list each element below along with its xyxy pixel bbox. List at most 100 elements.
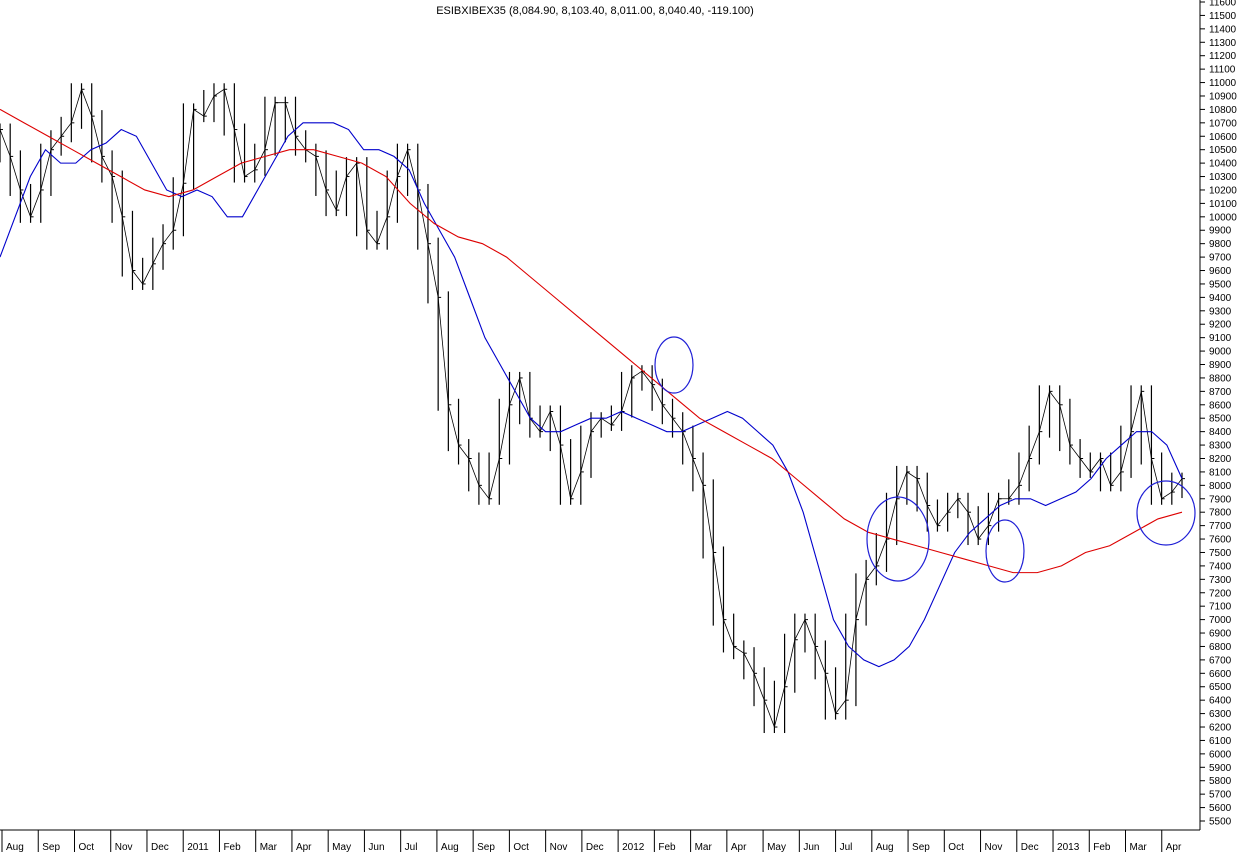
y-tick-label: 7100 <box>1209 602 1232 613</box>
series-layer <box>0 88 1183 729</box>
y-tick-label: 11600 <box>1209 0 1237 9</box>
y-tick-label: 7000 <box>1209 615 1232 626</box>
x-tick-label: Aug <box>441 842 459 853</box>
y-tick-label: 6500 <box>1209 682 1232 693</box>
y-tick-label: 11000 <box>1209 78 1237 89</box>
y-tick-label: 10200 <box>1209 185 1237 196</box>
series-line-price <box>0 88 1183 729</box>
x-tick-label: Oct <box>513 842 529 853</box>
y-tick-label: 11500 <box>1209 11 1237 22</box>
y-tick-label: 8700 <box>1209 387 1232 398</box>
x-tick-label: Jul <box>405 842 418 853</box>
x-tick-label: Mar <box>260 842 278 853</box>
y-tick-label: 10900 <box>1209 91 1237 102</box>
y-tick-label: 11300 <box>1209 38 1237 49</box>
y-tick-label: 10100 <box>1209 199 1237 210</box>
annotation-circle <box>985 519 1025 583</box>
y-tick-label: 8300 <box>1209 441 1232 452</box>
y-tick-label: 9900 <box>1209 226 1232 237</box>
y-tick-label: 6300 <box>1209 709 1232 720</box>
x-tick-label: Feb <box>1093 842 1111 853</box>
annotations <box>654 336 1196 583</box>
y-tick-label: 6100 <box>1209 736 1232 747</box>
x-tick-label: Feb <box>658 842 676 853</box>
y-tick-label: 5800 <box>1209 776 1232 787</box>
y-tick-label: 5600 <box>1209 803 1232 814</box>
y-tick-label: 8400 <box>1209 427 1232 438</box>
y-tick-label: 10500 <box>1209 145 1237 156</box>
y-tick-label: 6700 <box>1209 655 1232 666</box>
y-tick-label: 5900 <box>1209 763 1232 774</box>
y-tick-label: 8000 <box>1209 481 1232 492</box>
y-tick-label: 9400 <box>1209 293 1232 304</box>
annotation-circle <box>654 336 694 394</box>
x-tick-label: Dec <box>151 842 169 853</box>
x-tick-label: Apr <box>1166 842 1182 853</box>
y-tick-label: 7700 <box>1209 521 1232 532</box>
y-tick-label: 11100 <box>1209 65 1236 76</box>
y-tick-label: 7200 <box>1209 588 1232 599</box>
y-tick-label: 5700 <box>1209 790 1232 801</box>
y-tick-label: 9800 <box>1209 239 1232 250</box>
x-tick-label: Jul <box>840 842 853 853</box>
annotation-circle <box>1136 480 1196 546</box>
x-tick-label: Nov <box>115 842 133 853</box>
y-tick-label: 8900 <box>1209 360 1232 371</box>
x-axis: Aug Sep Oct Nov Dec 2011 Feb Mar Apr May Jun Jul Aug… <box>0 829 1200 853</box>
y-tick-label: 7400 <box>1209 561 1232 572</box>
x-tick-label: Dec <box>586 842 604 853</box>
x-tick-label: 2011 <box>187 842 209 853</box>
price-bars <box>0 83 1185 734</box>
y-tick-label: 11400 <box>1209 24 1237 35</box>
series-line-red <box>0 108 1183 574</box>
y-tick-label: 9700 <box>1209 253 1232 264</box>
y-tick-label: 7900 <box>1209 494 1232 505</box>
y-tick-label: 6000 <box>1209 749 1232 760</box>
x-tick-label: Sep <box>477 842 495 853</box>
y-tick-label: 6900 <box>1209 629 1232 640</box>
x-tick-label: Aug <box>6 842 24 853</box>
x-tick-label: May <box>332 842 351 853</box>
y-tick-label: 10700 <box>1209 118 1237 129</box>
y-tick-label: 6800 <box>1209 642 1232 653</box>
x-tick-label: Mar <box>1130 842 1148 853</box>
y-tick-label: 6200 <box>1209 723 1232 734</box>
y-tick-label: 7500 <box>1209 548 1232 559</box>
y-tick-label: 9300 <box>1209 306 1232 317</box>
series-line-blue <box>0 122 1183 668</box>
x-tick-label: Jun <box>368 842 384 853</box>
y-tick-label: 5500 <box>1209 817 1232 828</box>
y-tick-label: 9500 <box>1209 279 1232 290</box>
x-tick-label: Sep <box>42 842 60 853</box>
y-tick-label: 10400 <box>1209 159 1237 170</box>
y-tick-label: 8800 <box>1209 373 1232 384</box>
x-tick-label: 2013 <box>1057 842 1080 853</box>
y-tick-label: 11200 <box>1209 51 1237 62</box>
y-tick-label: 8500 <box>1209 414 1232 425</box>
y-tick-label: 10600 <box>1209 132 1237 143</box>
x-tick-label: Oct <box>78 842 94 853</box>
y-tick-label: 10000 <box>1209 212 1237 223</box>
x-tick-label: Aug <box>876 842 894 853</box>
x-tick-label: Nov <box>985 842 1003 853</box>
x-tick-label: Dec <box>1021 842 1039 853</box>
x-tick-label: Nov <box>550 842 568 853</box>
x-tick-label: Sep <box>912 842 930 853</box>
x-tick-label: May <box>767 842 786 853</box>
y-tick-label: 8100 <box>1209 467 1232 478</box>
y-tick-label: 9600 <box>1209 266 1232 277</box>
y-tick-label: 9000 <box>1209 347 1232 358</box>
y-tick-label: 6400 <box>1209 696 1232 707</box>
y-tick-label: 8600 <box>1209 400 1232 411</box>
y-tick-label: 7800 <box>1209 508 1232 519</box>
x-tick-label: 2012 <box>622 842 645 853</box>
y-tick-label: 7600 <box>1209 535 1232 546</box>
x-tick-label: Jun <box>803 842 819 853</box>
y-tick-label: 9200 <box>1209 320 1232 331</box>
x-tick-label: Apr <box>731 842 747 853</box>
y-tick-label: 10800 <box>1209 105 1237 116</box>
y-tick-label: 6600 <box>1209 669 1232 680</box>
y-tick-label: 8200 <box>1209 454 1232 465</box>
